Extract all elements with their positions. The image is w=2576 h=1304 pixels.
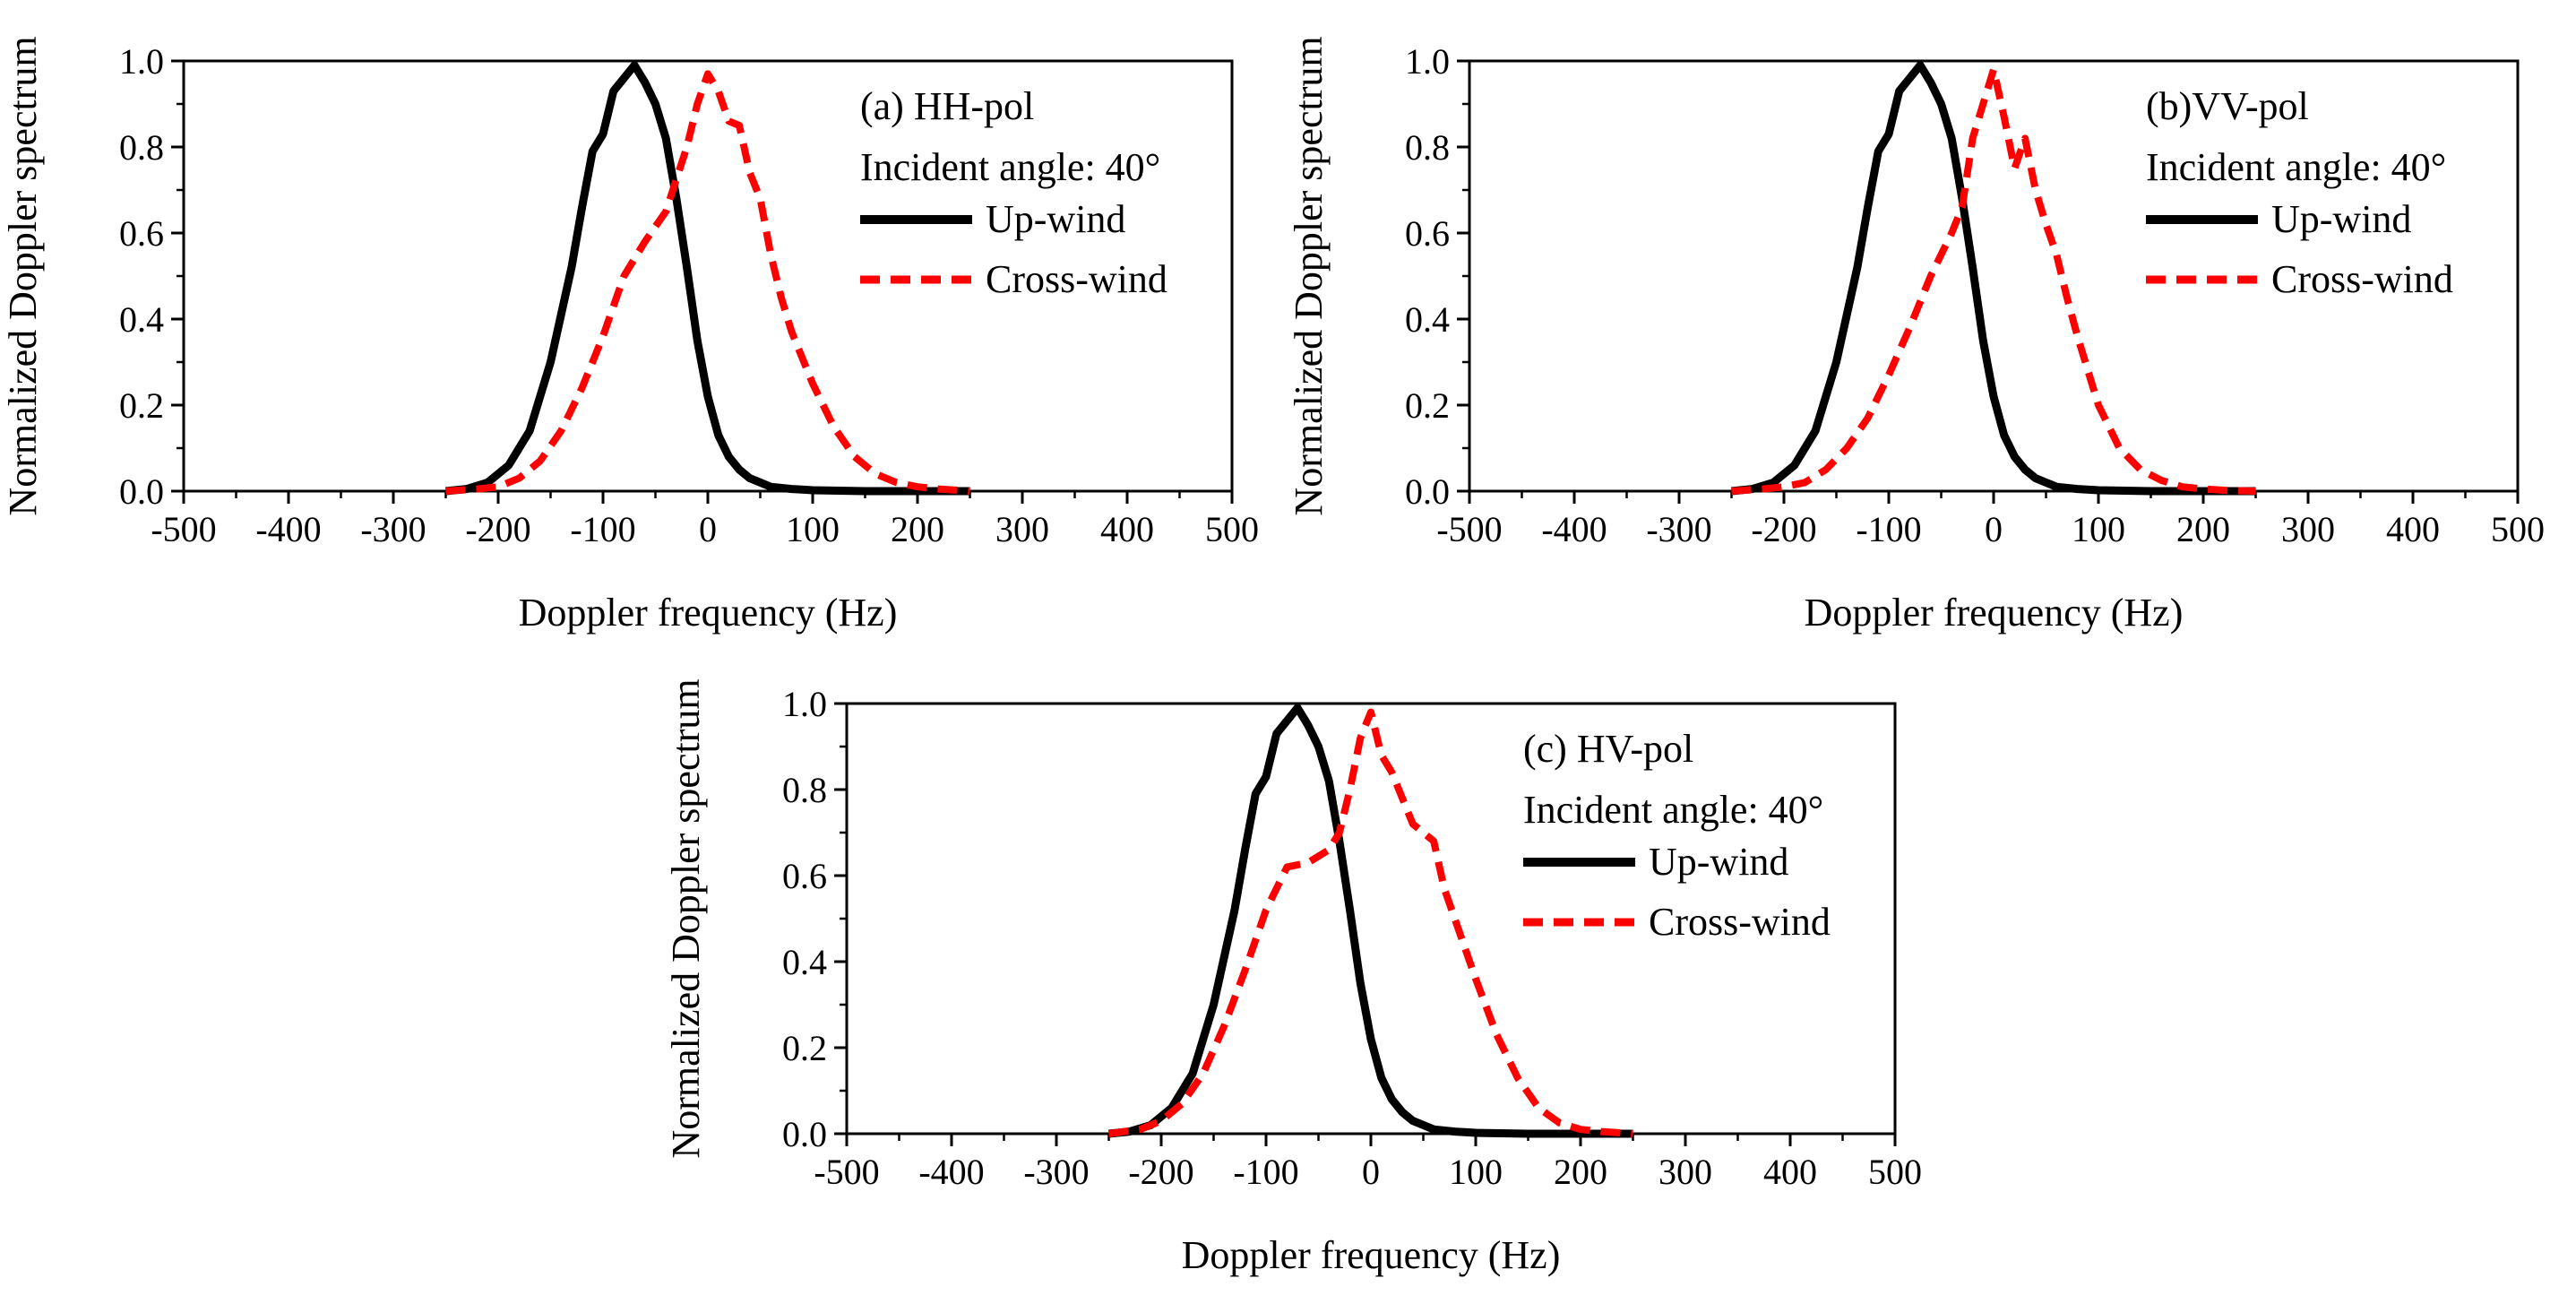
x-axis-title: Doppler frequency (Hz) xyxy=(1182,1233,1561,1277)
y-axis-title: Normalized Doppler spectrum xyxy=(1287,36,1331,515)
panel-label: (b)VV-pol xyxy=(2146,84,2309,128)
series-line-up-wind xyxy=(445,61,970,496)
x-tick-label: 400 xyxy=(2386,509,2440,549)
x-tick-label: 200 xyxy=(891,509,944,549)
series-line-up-wind xyxy=(1108,704,1633,1138)
legend-label-up-wind: Up-wind xyxy=(2271,197,2411,241)
x-tick-label: -200 xyxy=(465,509,530,549)
x-tick-label: -300 xyxy=(360,509,426,549)
panel-label: (a) HH-pol xyxy=(860,84,1034,128)
x-tick-label: -300 xyxy=(1023,1152,1089,1192)
series-line-up-wind xyxy=(1731,61,2256,496)
y-tick-label: 0.2 xyxy=(782,1028,827,1068)
y-tick-label: 0.0 xyxy=(782,1114,827,1154)
x-tick-label: -500 xyxy=(1436,509,1502,549)
series-line-cross-wind xyxy=(1731,65,2256,495)
series-line-cross-wind xyxy=(1107,708,1633,1137)
x-tick-label: 200 xyxy=(2176,509,2230,549)
legend-label-cross-wind: Cross-wind xyxy=(1649,900,1831,944)
x-tick-label: 500 xyxy=(2491,509,2545,549)
y-tick-label: 0.6 xyxy=(1405,213,1450,254)
series-line-cross-wind xyxy=(445,70,970,495)
x-tick-label: 100 xyxy=(1449,1152,1503,1192)
x-tick-label: 400 xyxy=(1100,509,1154,549)
x-tick-label: -300 xyxy=(1646,509,1711,549)
y-tick-label: 0.2 xyxy=(1405,385,1450,426)
x-axis-title: Doppler frequency (Hz) xyxy=(1805,591,2184,635)
x-tick-label: -400 xyxy=(1541,509,1607,549)
x-tick-label: 500 xyxy=(1205,509,1259,549)
x-tick-label: 0 xyxy=(699,509,717,549)
y-tick-label: 0.8 xyxy=(1405,127,1450,168)
y-tick-label: 1.0 xyxy=(1405,41,1450,82)
ticks: -500 -400 -300 -200 -100 0 100 200 300 400 500 0.0 0… xyxy=(1405,41,2545,549)
legend-label-up-wind: Up-wind xyxy=(986,197,1125,241)
y-tick-label: 0.2 xyxy=(119,385,164,426)
series-group xyxy=(445,61,970,496)
x-tick-label: -100 xyxy=(570,509,635,549)
chart-panel-b: -500 -400 -300 -200 -100 0 100 200 300 400 500 0.0 0… xyxy=(1287,36,2545,635)
legend-label-up-wind: Up-wind xyxy=(1649,840,1788,884)
y-tick-label: 0.8 xyxy=(782,770,827,810)
x-tick-label: 300 xyxy=(995,509,1049,549)
x-tick-label: -400 xyxy=(255,509,321,549)
legend-label-cross-wind: Cross-wind xyxy=(986,257,1167,301)
y-tick-label: 0.8 xyxy=(119,127,164,168)
legend: (b)VV-pol Incident angle: 40° Up-wind Cr… xyxy=(2146,84,2453,301)
series-group xyxy=(1731,61,2256,496)
chart-panel-c: -500 -400 -300 -200 -100 0 100 200 300 400 500 0.0 0… xyxy=(664,678,1922,1277)
incident-angle-annotation: Incident angle: 40° xyxy=(1523,788,1823,832)
x-tick-label: -200 xyxy=(1128,1152,1193,1192)
y-tick-label: 0.0 xyxy=(119,471,164,512)
x-tick-label: 300 xyxy=(2281,509,2335,549)
series-group xyxy=(1107,704,1633,1138)
x-tick-label: 200 xyxy=(1554,1152,1607,1192)
x-tick-label: -100 xyxy=(1233,1152,1298,1192)
y-axis-title: Normalized Doppler spectrum xyxy=(664,678,708,1158)
x-tick-label: -500 xyxy=(151,509,216,549)
ticks: -500 -400 -300 -200 -100 0 100 200 300 400 500 0.0 0… xyxy=(119,41,1259,549)
chart-panel-a: -500 -400 -300 -200 -100 0 100 200 300 400 500 0.0 0… xyxy=(1,36,1259,635)
y-tick-label: 1.0 xyxy=(782,684,827,724)
y-tick-label: 0.6 xyxy=(782,856,827,896)
incident-angle-annotation: Incident angle: 40° xyxy=(860,145,1160,189)
x-axis-title: Doppler frequency (Hz) xyxy=(519,591,898,635)
x-tick-label: 100 xyxy=(2072,509,2125,549)
y-tick-label: 0.4 xyxy=(782,942,827,982)
x-tick-label: 500 xyxy=(1868,1152,1922,1192)
ticks: -500 -400 -300 -200 -100 0 100 200 300 400 500 0.0 0… xyxy=(782,684,1922,1192)
y-tick-label: 0.0 xyxy=(1405,471,1450,512)
y-tick-label: 1.0 xyxy=(119,41,164,82)
x-tick-label: 100 xyxy=(786,509,840,549)
y-tick-label: 0.4 xyxy=(1405,299,1450,340)
x-tick-label: -100 xyxy=(1856,509,1921,549)
x-tick-label: -200 xyxy=(1751,509,1816,549)
x-tick-label: 0 xyxy=(1985,509,2003,549)
x-tick-label: -500 xyxy=(814,1152,879,1192)
incident-angle-annotation: Incident angle: 40° xyxy=(2146,145,2446,189)
y-axis-title: Normalized Doppler spectrum xyxy=(1,36,45,515)
panel-label: (c) HV-pol xyxy=(1523,727,1693,771)
legend-label-cross-wind: Cross-wind xyxy=(2271,257,2453,301)
x-tick-label: -400 xyxy=(918,1152,984,1192)
x-tick-label: 400 xyxy=(1763,1152,1817,1192)
x-tick-label: 0 xyxy=(1362,1152,1380,1192)
y-tick-label: 0.4 xyxy=(119,299,164,340)
y-tick-label: 0.6 xyxy=(119,213,164,254)
x-tick-label: 300 xyxy=(1658,1152,1712,1192)
legend: (a) HH-pol Incident angle: 40° Up-wind C… xyxy=(860,84,1167,301)
legend: (c) HV-pol Incident angle: 40° Up-wind C… xyxy=(1523,727,1831,944)
